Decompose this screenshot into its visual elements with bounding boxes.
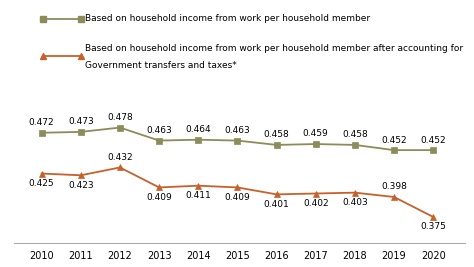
Text: 0.411: 0.411 [185, 191, 211, 200]
Text: 0.432: 0.432 [107, 153, 133, 162]
Text: 0.402: 0.402 [303, 199, 328, 208]
Text: 0.401: 0.401 [264, 200, 290, 209]
Text: 0.464: 0.464 [185, 125, 211, 134]
Text: 0.409: 0.409 [146, 193, 172, 202]
Text: 0.398: 0.398 [381, 182, 407, 191]
Text: 0.452: 0.452 [420, 136, 446, 144]
Text: 0.473: 0.473 [68, 117, 94, 126]
Text: 0.425: 0.425 [29, 179, 55, 188]
Text: 0.375: 0.375 [420, 222, 446, 231]
Text: 0.452: 0.452 [381, 136, 407, 144]
Text: 0.478: 0.478 [107, 113, 133, 122]
Text: 0.463: 0.463 [146, 126, 172, 135]
Text: 0.423: 0.423 [68, 181, 93, 190]
Text: 0.458: 0.458 [264, 130, 290, 139]
Text: 0.409: 0.409 [225, 193, 250, 202]
Text: Based on household income from work per household member: Based on household income from work per … [85, 14, 371, 23]
Text: 0.472: 0.472 [29, 118, 55, 127]
Text: 0.403: 0.403 [342, 198, 368, 207]
Text: 0.459: 0.459 [303, 129, 328, 139]
Text: 0.463: 0.463 [225, 126, 250, 135]
Text: 0.458: 0.458 [342, 130, 368, 139]
Text: Based on household income from work per household member after accounting for: Based on household income from work per … [85, 44, 464, 53]
Text: Government transfers and taxes*: Government transfers and taxes* [85, 61, 237, 70]
